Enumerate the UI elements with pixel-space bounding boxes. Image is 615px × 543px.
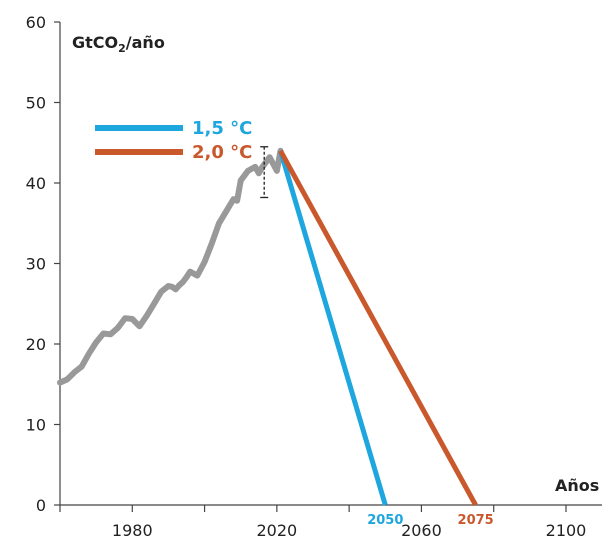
- x-axis-title: Años: [555, 476, 599, 495]
- x-tick-label-2060: 2060: [401, 521, 442, 540]
- y-tick-label-60: 60: [26, 13, 46, 32]
- y-axis-title-sub: 2: [118, 42, 126, 55]
- x-tick-label-1980: 1980: [112, 521, 153, 540]
- y-tick-label-20: 20: [26, 335, 46, 354]
- y-tick-label-40: 40: [26, 174, 46, 193]
- zero-year-label-2: 2075: [458, 513, 494, 528]
- y-tick-label-30: 30: [26, 255, 46, 274]
- legend: 1,5 °C 2,0 °C: [95, 118, 252, 163]
- historical-layer: [57, 147, 284, 386]
- historical-emissions-line: [57, 147, 284, 386]
- y-axis-title-main: GtCO: [72, 33, 118, 52]
- y-ticks: 0 10 20 30 40 50 60: [26, 13, 60, 515]
- y-tick-label-10: 10: [26, 416, 46, 435]
- y-axis-title: GtCO2/año: [72, 33, 165, 55]
- x-tick-label-2100: 2100: [546, 521, 587, 540]
- scenario-line-2: [278, 149, 478, 507]
- legend-label-2-0: 2,0 °C: [192, 142, 252, 163]
- uncertainty-layer: [260, 146, 269, 199]
- legend-label-1-5: 1,5 °C: [192, 118, 252, 139]
- x-ticks: 1980 2020 2060 2100: [59, 505, 587, 540]
- y-axis-title-tail: /año: [126, 33, 165, 52]
- y-tick-label-0: 0: [36, 496, 46, 515]
- x-tick-label-2020: 2020: [256, 521, 297, 540]
- scenario-line-1: [278, 150, 388, 506]
- scenario-layer: 2050 2075: [278, 149, 494, 528]
- zero-year-label-1: 2050: [367, 513, 403, 528]
- y-tick-label-50: 50: [26, 94, 46, 113]
